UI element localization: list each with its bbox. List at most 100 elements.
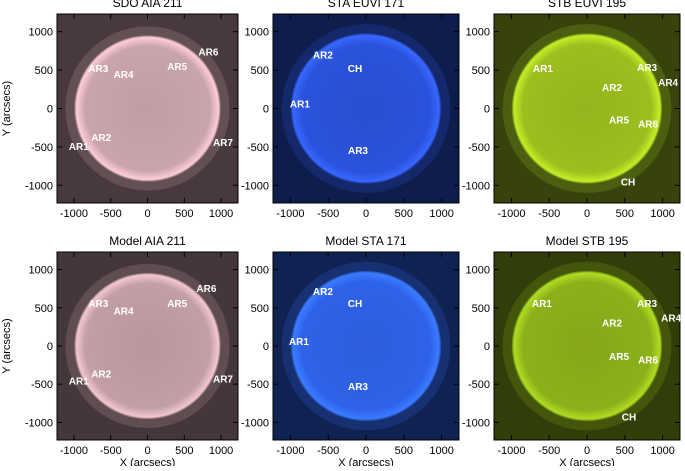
x-tick-label: -1000 — [497, 208, 525, 220]
y-tick-label: 1000 — [245, 265, 269, 277]
y-tick-label: -1000 — [25, 180, 53, 192]
x-tick-label: 1000 — [209, 445, 233, 457]
panel-title: STB EUVI 195 — [548, 0, 626, 10]
x-tick-label: 0 — [144, 445, 150, 457]
y-tick-label: 0 — [263, 104, 269, 116]
y-axis-label: Y (arcsecs) — [1, 81, 13, 136]
y-tick-label: 1000 — [29, 27, 53, 39]
region-label: AR6 — [638, 119, 658, 130]
panel-title: Model STB 195 — [546, 234, 629, 248]
y-tick-label: -1000 — [241, 180, 269, 192]
region-label: AR1 — [533, 64, 553, 75]
x-tick-label: 0 — [584, 445, 590, 457]
region-label: AR3 — [637, 299, 657, 310]
region-label: AR1 — [69, 376, 89, 387]
y-tick-label: 500 — [472, 65, 490, 77]
y-tick-label: -1000 — [25, 417, 53, 429]
image — [273, 14, 459, 203]
y-tick-label: 0 — [263, 341, 269, 353]
region-label: AR2 — [602, 318, 622, 329]
x-tick-label: 500 — [616, 445, 634, 457]
region-label: AR2 — [91, 369, 111, 380]
panel-title: STA EUVI 171 — [328, 0, 405, 10]
region-label: AR7 — [213, 138, 233, 149]
solar-disk — [511, 33, 663, 184]
region-label: AR5 — [167, 299, 187, 310]
x-tick-label: -1000 — [60, 208, 88, 220]
x-tick-label: -500 — [100, 445, 122, 457]
region-label: AR4 — [114, 70, 134, 81]
x-axis-label: X (arcsecs) — [559, 457, 615, 466]
region-label: AR6 — [196, 284, 216, 295]
x-tick-label: 500 — [175, 208, 193, 220]
x-tick-label: -500 — [538, 208, 560, 220]
x-tick-label: 500 — [395, 445, 413, 457]
panel: SDO AIA 211 -1000 -500 0 500 1000 -1000 -500 0 50… — [1, 0, 239, 220]
y-tick-label: 500 — [472, 303, 490, 315]
x-tick-label: 500 — [175, 445, 193, 457]
x-tick-label: 1000 — [429, 208, 453, 220]
panel: Model AIA 211 -1000 -500 0 500 1000 -1000 -500 0… — [1, 234, 239, 469]
x-tick-label: 0 — [584, 208, 590, 220]
panel: Model STA 171 -1000 -500 0 500 1000 -1000 -500 0… — [241, 234, 460, 469]
solar-disk — [74, 35, 221, 182]
solar-disk — [290, 33, 442, 184]
x-tick-label: 1000 — [650, 208, 674, 220]
y-tick-label: 500 — [251, 303, 269, 315]
region-label: AR4 — [658, 78, 678, 89]
y-tick-label: -500 — [468, 142, 490, 154]
image — [273, 252, 459, 440]
y-tick-label: -1000 — [462, 180, 490, 192]
region-label: AR3 — [348, 146, 368, 157]
x-tick-label: -1000 — [276, 208, 304, 220]
x-tick-label: 1000 — [209, 208, 233, 220]
y-tick-label: 0 — [47, 341, 53, 353]
panel: Model STB 195 -1000 -500 0 500 1000 -1000 -500 0… — [462, 234, 682, 469]
y-tick-label: 1000 — [29, 265, 53, 277]
y-tick-label: 500 — [35, 303, 53, 315]
region-label: AR4 — [661, 314, 681, 325]
y-tick-label: 1000 — [245, 27, 269, 39]
region-label: AR1 — [290, 100, 310, 111]
y-tick-label: 0 — [484, 341, 490, 353]
y-tick-label: -500 — [247, 379, 269, 391]
region-label: AR3 — [88, 64, 108, 75]
x-tick-label: 0 — [363, 208, 369, 220]
image — [494, 14, 680, 203]
region-label: AR3 — [348, 382, 368, 393]
image — [494, 252, 680, 440]
x-tick-label: -500 — [538, 445, 560, 457]
x-tick-label: 0 — [363, 445, 369, 457]
region-label: AR6 — [638, 356, 658, 367]
region-label: AR2 — [313, 287, 333, 298]
y-tick-label: 1000 — [466, 27, 490, 39]
panel-title: Model AIA 211 — [109, 234, 186, 248]
y-tick-label: -500 — [468, 379, 490, 391]
region-label: AR4 — [114, 307, 134, 318]
y-tick-label: 0 — [47, 104, 53, 116]
region-label: CH — [621, 177, 635, 188]
x-tick-label: 1000 — [429, 445, 453, 457]
region-label: AR3 — [637, 63, 657, 74]
region-label: CH — [348, 64, 362, 75]
y-tick-label: 0 — [484, 104, 490, 116]
region-label: AR1 — [69, 142, 89, 153]
region-label: AR5 — [609, 352, 629, 363]
x-tick-label: 0 — [144, 208, 150, 220]
region-label: AR1 — [289, 337, 309, 348]
y-tick-label: 1000 — [466, 265, 490, 277]
solar-disk — [511, 270, 663, 422]
region-label: CH — [348, 299, 362, 310]
image — [57, 252, 238, 440]
y-axis-label: Y (arcsecs) — [1, 318, 13, 373]
y-tick-label: -500 — [31, 142, 53, 154]
panel: STB EUVI 195 -1000 -500 0 500 1000 -1000 -500 0 5… — [462, 0, 681, 220]
x-axis-label: X (arcsecs) — [338, 457, 394, 466]
x-tick-label: 500 — [395, 208, 413, 220]
solar-disk — [290, 270, 442, 422]
x-tick-label: -500 — [317, 208, 339, 220]
y-tick-label: -1000 — [241, 417, 269, 429]
region-label: AR5 — [609, 115, 629, 126]
panel: STA EUVI 171 -1000 -500 0 500 1000 -1000 -500 0 5… — [241, 0, 460, 220]
solar-disk — [74, 272, 221, 420]
